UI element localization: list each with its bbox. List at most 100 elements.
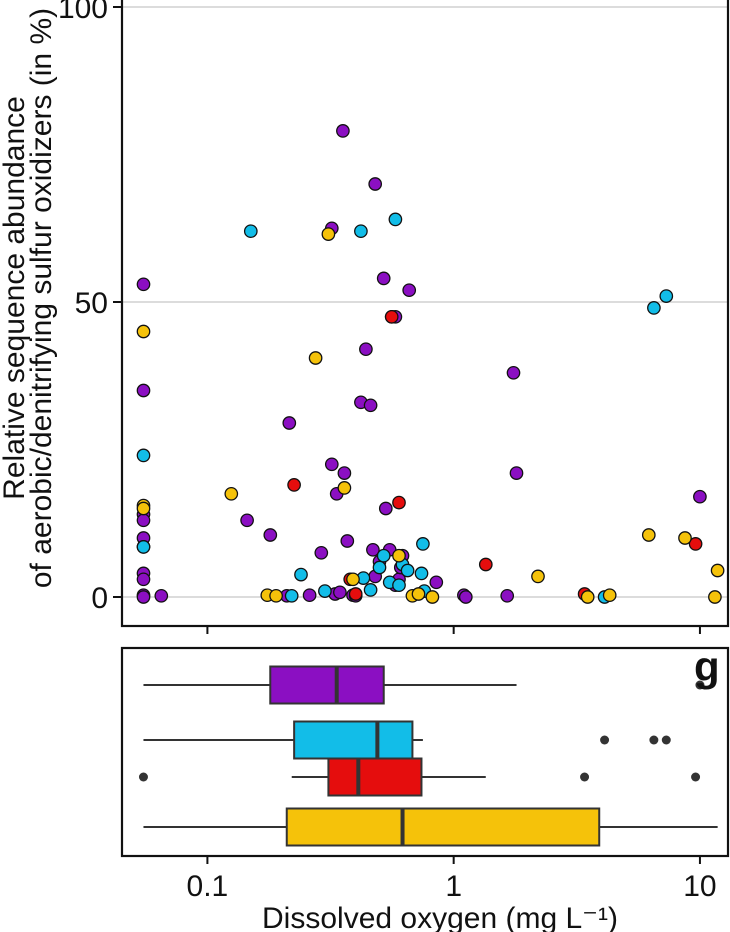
data-point-purple [368, 177, 383, 191]
data-point-yellow [224, 486, 239, 501]
box-frame [120, 646, 730, 858]
data-point-cyan [284, 588, 299, 603]
data-point-cyan [363, 583, 378, 597]
data-point-cyan [400, 563, 415, 578]
y-axis-label-line2: of aerobic/denitrifying sulfur oxidizers… [25, 8, 58, 588]
data-point-red [287, 478, 301, 492]
data-point-cyan [647, 301, 661, 315]
data-point-purple [376, 271, 391, 286]
data-point-purple [240, 513, 254, 528]
data-point-purple [302, 588, 317, 603]
y-axis: 0 50 100 [58, 0, 122, 615]
outlier-point [691, 772, 701, 782]
data-point-cyan [243, 224, 258, 239]
scatter-frame [120, 0, 730, 628]
data-point-yellow [337, 481, 352, 495]
data-point-purple [136, 383, 151, 398]
y-axis-label-line1: Relative sequence abundance [0, 96, 31, 500]
data-point-cyan [136, 448, 151, 463]
data-point-purple [136, 277, 151, 292]
data-point-cyan [414, 566, 429, 581]
data-point-cyan [372, 560, 387, 575]
data-point-purple [509, 466, 524, 480]
x-tick-label: 10 [683, 870, 716, 903]
data-point-purple [363, 398, 378, 413]
data-point-purple [366, 542, 380, 557]
data-point-purple [282, 416, 297, 430]
scatter-panel: 0 50 100 Relative sequence abundance of ae… [0, 0, 730, 634]
data-point-cyan [294, 567, 308, 582]
data-point-red [384, 309, 399, 324]
y-tick-label: 0 [91, 582, 108, 615]
data-point-purple [154, 588, 169, 603]
data-point-yellow [678, 531, 692, 545]
box-yellow [143, 807, 718, 847]
data-point-yellow [411, 587, 426, 601]
box-iqr [327, 757, 423, 797]
data-point-yellow [392, 548, 406, 563]
box-purple [143, 665, 705, 705]
data-point-cyan [392, 578, 406, 593]
data-point-purple [500, 588, 515, 603]
data-point-red [688, 537, 703, 551]
data-point-purple [429, 575, 444, 590]
x-axis-label: Dissolved oxygen (mg L⁻¹) [262, 902, 618, 932]
x-axis: 0.1 1 10 [187, 856, 717, 903]
data-point-yellow [708, 590, 722, 604]
data-point-purple [402, 283, 417, 298]
data-point-red [348, 587, 363, 601]
data-point-purple [337, 466, 352, 480]
data-point-yellow [641, 528, 656, 542]
data-point-cyan [659, 289, 674, 303]
gridlines [122, 6, 728, 598]
box-iqr [293, 720, 414, 760]
data-point-yellow [602, 588, 617, 603]
data-point-yellow [308, 351, 323, 365]
data-point-purple [359, 342, 373, 357]
x-tick-label: 1 [445, 870, 462, 903]
panel-label: g [694, 643, 720, 690]
y-tick-label: 100 [58, 0, 108, 25]
data-point-cyan [388, 212, 403, 227]
data-point-purple [693, 489, 707, 504]
box-iqr [285, 807, 601, 847]
data-point-purple [333, 585, 347, 600]
data-point-red [392, 495, 406, 510]
y-tick-label: 50 [75, 287, 108, 320]
box-iqr [269, 665, 385, 705]
data-point-cyan [354, 224, 368, 239]
data-point-yellow [136, 501, 151, 516]
data-point-yellow [580, 590, 595, 604]
data-point-purple [506, 365, 521, 380]
data-point-purple [340, 534, 355, 548]
data-point-yellow [346, 572, 360, 587]
outlier-point [695, 680, 705, 690]
x-axis-top-ticks [206, 626, 701, 634]
data-point-purple [458, 590, 473, 604]
data-point-yellow [321, 227, 336, 241]
outlier-point [649, 735, 659, 745]
x-tick-label: 0.1 [187, 870, 229, 903]
data-point-yellow [531, 569, 545, 584]
data-point-cyan [376, 548, 391, 563]
data-point-cyan [136, 540, 151, 554]
data-point-red [478, 557, 493, 572]
data-point-cyan [318, 584, 332, 598]
box-cyan [143, 720, 671, 760]
data-point-purple [136, 590, 151, 604]
data-point-purple [336, 124, 350, 138]
outlier-point [600, 735, 610, 745]
data-point-purple [136, 513, 151, 528]
box-plots [138, 665, 718, 847]
data-point-yellow [425, 590, 440, 604]
outlier-point [661, 735, 671, 745]
data-point-yellow [710, 563, 725, 578]
data-point-purple [324, 457, 339, 472]
outlier-point [580, 772, 590, 782]
data-point-purple [263, 528, 278, 542]
data-point-purple [314, 545, 329, 560]
outlier-point [138, 772, 148, 782]
data-point-cyan [416, 537, 430, 551]
data-point-purple [136, 572, 151, 587]
